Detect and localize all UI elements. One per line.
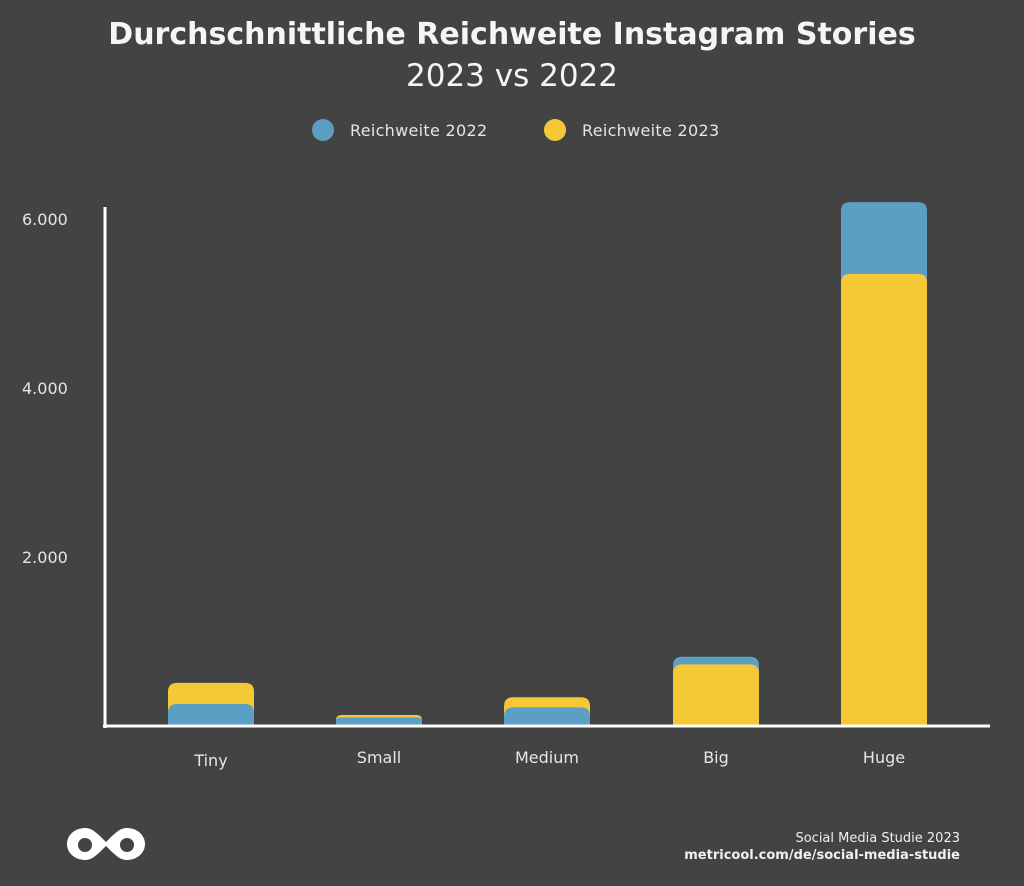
bar-tiny-reichweite-2022 <box>168 704 254 726</box>
bar-small-reichweite-2022 <box>336 717 422 726</box>
y-tick-label-2000: 2.000 <box>22 548 68 567</box>
legend: Reichweite 2022 Reichweite 2023 <box>0 116 1024 144</box>
x-tick-label-big: Big <box>703 748 729 767</box>
legend-label-2023: Reichweite 2023 <box>582 120 720 140</box>
chart-subtitle: 2023 vs 2022 <box>406 58 618 94</box>
chart-title: Durchschnittliche Reichweite Instagram S… <box>108 17 916 52</box>
bar-big-reichweite-2023 <box>673 664 759 726</box>
legend-item-2023: Reichweite 2023 <box>544 116 719 144</box>
y-tick-label-6000: 6.000 <box>22 210 68 229</box>
bar-chart: Tiny Small Medium Big Huge 2.000 4.000 6.000 <box>22 202 990 770</box>
legend-dot-2022 <box>312 119 334 141</box>
x-tick-label-medium: Medium <box>515 748 579 767</box>
x-tick-label-huge: Huge <box>863 748 905 767</box>
footer-url: metricool.com/de/social-media-studie <box>684 848 960 863</box>
footer-credits: Social Media Studie 2023 metricool.com/d… <box>684 830 960 864</box>
legend-dot-2023 <box>544 119 566 141</box>
x-tick-label-small: Small <box>357 748 401 767</box>
footer-study-name: Social Media Studie 2023 <box>795 831 960 846</box>
y-tick-label-4000: 4.000 <box>22 379 68 398</box>
bar-medium-reichweite-2022 <box>504 707 590 726</box>
x-tick-label-tiny: Tiny <box>193 751 227 770</box>
metricool-logo-icon <box>67 828 145 860</box>
bar-huge-reichweite-2023 <box>841 273 927 726</box>
legend-item-2022: Reichweite 2022 <box>312 116 487 144</box>
legend-label-2022: Reichweite 2022 <box>350 120 488 140</box>
